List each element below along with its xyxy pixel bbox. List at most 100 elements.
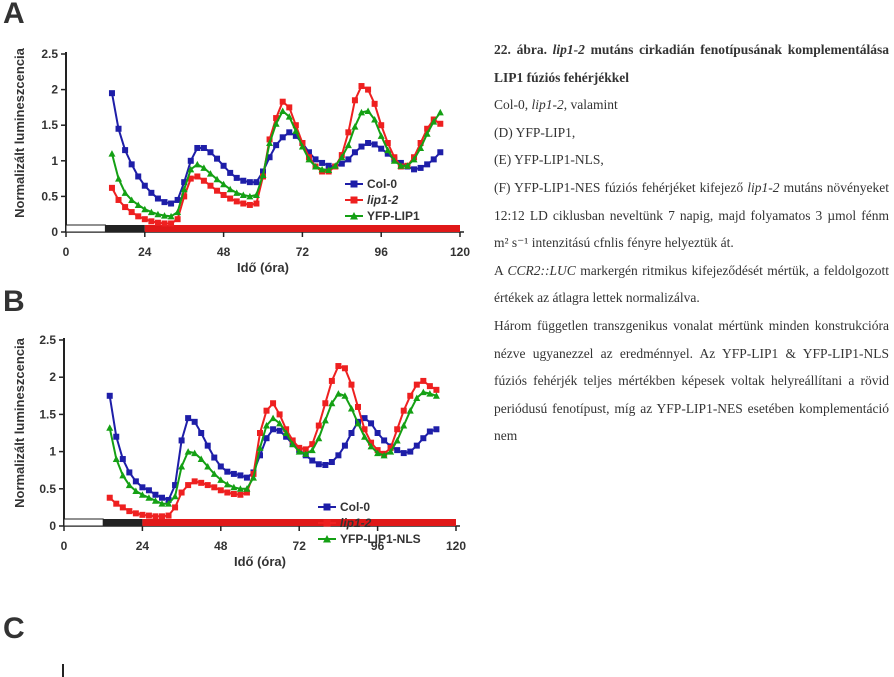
data-point-1-47 bbox=[413, 381, 420, 388]
data-point-2-1 bbox=[112, 455, 120, 463]
light-bar-black bbox=[105, 225, 145, 232]
x-tick-label-1: 24 bbox=[136, 539, 150, 553]
data-point-0-21 bbox=[243, 474, 250, 481]
data-point-0-7 bbox=[152, 491, 159, 498]
data-point-2-46 bbox=[410, 155, 418, 163]
data-point-2-42 bbox=[384, 146, 392, 154]
data-point-1-5 bbox=[139, 511, 146, 518]
figure-caption: 22. ábra. lip1-2 mutáns cirkadián fenotí… bbox=[494, 36, 889, 450]
data-point-2-4 bbox=[134, 201, 142, 208]
data-point-0-14 bbox=[198, 430, 205, 436]
data-point-1-26 bbox=[279, 98, 286, 105]
panel-c-axis-start bbox=[62, 664, 64, 677]
data-point-1-17 bbox=[217, 487, 224, 494]
data-point-1-18 bbox=[227, 195, 234, 202]
data-point-2-34 bbox=[331, 162, 339, 169]
light-bar-white bbox=[65, 224, 106, 233]
data-point-1-26 bbox=[276, 411, 283, 418]
data-point-0-36 bbox=[345, 156, 352, 163]
y-tick-label-5: 2.5 bbox=[41, 47, 58, 61]
data-point-2-4 bbox=[132, 487, 140, 495]
data-point-1-31 bbox=[309, 441, 316, 448]
data-point-2-43 bbox=[387, 448, 395, 455]
light-bar-black bbox=[103, 519, 143, 526]
data-point-2-19 bbox=[230, 483, 238, 491]
data-point-1-13 bbox=[191, 478, 198, 485]
data-point-0-2 bbox=[119, 456, 126, 463]
data-point-0-23 bbox=[257, 452, 263, 459]
data-point-1-8 bbox=[159, 513, 165, 520]
data-point-1-25 bbox=[273, 115, 280, 122]
data-point-0-7 bbox=[154, 195, 161, 202]
caption-line-f-gene: lip1-2 bbox=[747, 179, 780, 195]
y-tick-label-4: 2 bbox=[49, 370, 56, 384]
data-point-0-28 bbox=[292, 132, 299, 139]
caption-line-d: (D) YFP-LIP1, bbox=[494, 124, 576, 140]
legend-marker-1 bbox=[323, 519, 331, 527]
data-point-0-11 bbox=[178, 437, 185, 444]
data-point-0-20 bbox=[240, 177, 247, 184]
data-point-0-34 bbox=[328, 459, 335, 466]
data-point-2-46 bbox=[406, 407, 414, 414]
data-point-0-12 bbox=[187, 157, 194, 164]
data-point-2-34 bbox=[328, 399, 336, 407]
data-point-0-31 bbox=[312, 156, 319, 163]
data-point-2-20 bbox=[236, 485, 244, 492]
data-point-1-43 bbox=[387, 444, 394, 451]
data-point-0-8 bbox=[159, 494, 165, 501]
data-point-1-4 bbox=[132, 510, 139, 517]
data-point-1-16 bbox=[214, 187, 221, 194]
data-point-1-39 bbox=[365, 86, 372, 93]
data-point-0-15 bbox=[207, 149, 214, 156]
data-point-2-41 bbox=[374, 449, 382, 457]
x-tick-label-5: 120 bbox=[450, 245, 470, 259]
data-point-1-39 bbox=[361, 426, 368, 433]
data-point-2-6 bbox=[145, 494, 153, 501]
caption-paragraph-3: Három független transzgenikus vonalat mé… bbox=[494, 317, 889, 444]
data-point-1-16 bbox=[211, 484, 218, 491]
data-point-1-19 bbox=[233, 198, 240, 205]
caption-line-f-post: mutáns növényeket 12:12 LD ciklusban nev… bbox=[494, 179, 890, 251]
caption-paragraph-2: A CCR2::LUC markergén ritmikus kifejeződ… bbox=[494, 257, 889, 312]
data-point-0-46 bbox=[411, 166, 418, 173]
data-point-2-14 bbox=[197, 455, 205, 463]
y-tick-label-4: 2 bbox=[51, 83, 58, 97]
data-point-2-36 bbox=[341, 392, 349, 399]
data-point-1-22 bbox=[253, 200, 260, 207]
data-point-1-15 bbox=[207, 182, 214, 189]
data-point-1-20 bbox=[240, 200, 247, 207]
data-point-1-2 bbox=[122, 204, 129, 211]
data-point-2-44 bbox=[397, 162, 405, 169]
data-point-2-31 bbox=[308, 446, 316, 454]
data-point-1-10 bbox=[174, 216, 181, 223]
caption-title-gene: lip1-2 bbox=[552, 42, 585, 57]
data-point-1-21 bbox=[243, 489, 250, 496]
data-point-2-48 bbox=[419, 388, 427, 396]
data-point-0-37 bbox=[351, 149, 358, 156]
data-point-1-29 bbox=[299, 140, 306, 146]
y-tick-label-1: 0.5 bbox=[39, 482, 56, 496]
data-point-2-8 bbox=[158, 500, 166, 507]
caption-line-f: (F) YFP-LIP1-NES fúziós fehérjéket kifej… bbox=[494, 174, 889, 257]
data-point-0-32 bbox=[315, 461, 322, 468]
x-tick-label-2: 48 bbox=[214, 539, 228, 553]
x-tick-label-0: 0 bbox=[61, 539, 68, 553]
data-point-0-1 bbox=[115, 125, 122, 132]
data-point-0-48 bbox=[420, 435, 427, 442]
data-point-2-15 bbox=[206, 170, 214, 177]
data-point-2-29 bbox=[298, 143, 306, 150]
data-point-0-48 bbox=[424, 161, 431, 168]
data-point-0-33 bbox=[322, 461, 329, 468]
series-1-1 bbox=[106, 363, 440, 520]
data-point-2-7 bbox=[151, 497, 159, 504]
data-point-0-1 bbox=[113, 433, 120, 440]
data-point-1-14 bbox=[200, 177, 207, 184]
data-point-1-10 bbox=[172, 504, 179, 511]
data-point-1-38 bbox=[355, 403, 361, 410]
data-point-2-50 bbox=[432, 392, 440, 399]
data-point-1-23 bbox=[257, 430, 263, 436]
data-point-1-38 bbox=[358, 83, 365, 90]
data-point-0-0 bbox=[108, 90, 115, 97]
data-point-2-36 bbox=[344, 141, 352, 149]
data-point-1-40 bbox=[371, 100, 378, 107]
